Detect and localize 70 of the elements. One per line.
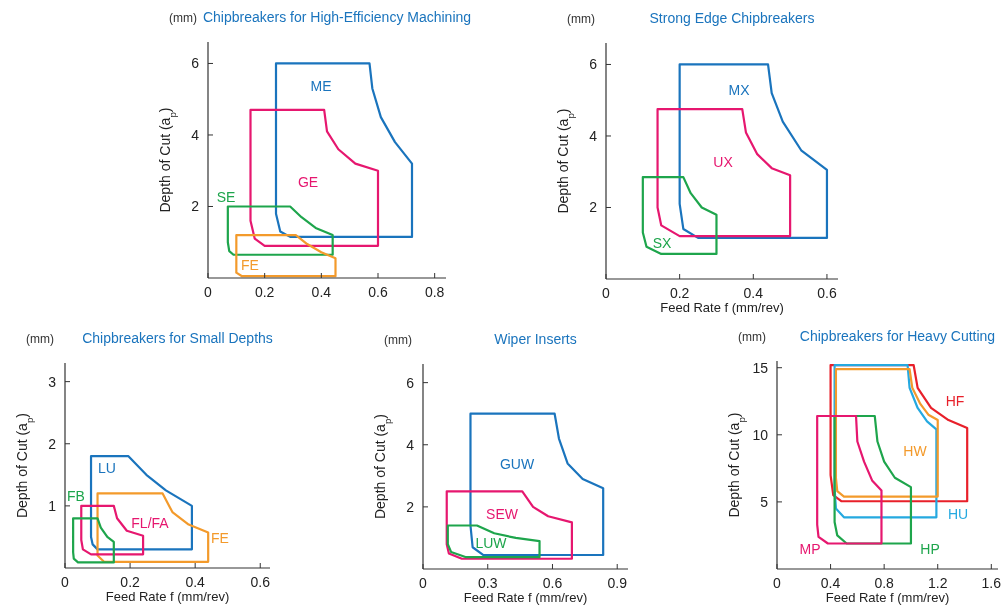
x-tick-label: 0: [602, 285, 611, 301]
series-label: MP: [799, 540, 821, 557]
series-label: SEW: [486, 505, 519, 522]
y-tick-label: 2: [589, 199, 598, 216]
chart-title: Chipbreakers for High-Efficiency Machining: [202, 9, 472, 25]
series-label: HF: [945, 392, 965, 409]
series-label: HP: [920, 540, 940, 557]
y-tick-label: 6: [406, 374, 415, 391]
series-label: HU: [947, 505, 969, 522]
series-label: SE: [216, 188, 236, 205]
series-label: LUW: [475, 534, 508, 551]
text: GE: [297, 173, 319, 190]
series-label: FE: [241, 256, 259, 273]
y-tick-label: 2: [191, 198, 200, 215]
x-axis-title: Feed Rate f (mm/rev): [660, 300, 784, 315]
series-label: SX: [652, 234, 672, 251]
y-tick-label: 4: [589, 127, 598, 144]
text: (mm): [169, 11, 197, 25]
x-tick-label: 1.6: [981, 575, 1002, 591]
series-label: LU: [98, 459, 116, 476]
text: GUW: [499, 455, 535, 472]
x-tick-label: 0.8: [424, 284, 445, 300]
chart-title: Wiper Inserts: [494, 331, 577, 347]
x-tick-label: 0: [419, 575, 428, 591]
x-axis-title: Feed Rate f (mm/rev): [825, 590, 950, 605]
text: (mm): [26, 332, 54, 346]
x-tick-label: 0.6: [542, 575, 563, 591]
x-tick-label: 0.2: [120, 574, 141, 590]
x-tick-label: 0.8: [874, 575, 895, 591]
y-tick-label: 5: [760, 493, 769, 510]
y-tick-label: 2: [48, 435, 57, 452]
x-tick-label: 0.4: [311, 284, 332, 300]
text: (mm): [738, 330, 766, 344]
series-label: ME: [310, 77, 332, 94]
series-label: UX: [713, 153, 734, 170]
series-label: MX: [728, 81, 751, 98]
series-label: FE: [211, 529, 229, 546]
x-tick-label: 0.9: [607, 575, 628, 591]
chart-title: Strong Edge Chipbreakers: [649, 10, 815, 26]
x-tick-label: 0.6: [817, 285, 837, 301]
x-tick-label: 0: [61, 574, 70, 590]
x-axis-title: Feed Rate f (mm/rev): [105, 589, 230, 604]
series-label: HW: [903, 442, 928, 459]
series-label: FB: [67, 487, 85, 504]
x-tick-label: 0: [773, 575, 782, 591]
x-tick-label: 0.6: [250, 574, 271, 590]
x-tick-label: 0.2: [254, 284, 275, 300]
x-tick-label: 0.2: [669, 285, 690, 301]
text: (mm): [567, 12, 595, 26]
y-tick-label: 6: [589, 56, 598, 73]
chart-title: Chipbreakers for Small Depths: [82, 330, 273, 346]
x-tick-label: 0.3: [478, 575, 498, 591]
y-tick-label: 3: [48, 373, 57, 390]
x-tick-label: 0.4: [743, 285, 764, 301]
x-tick-label: 0: [204, 284, 213, 300]
text: (mm): [384, 333, 412, 347]
y-tick-label: 6: [191, 55, 200, 72]
x-tick-label: 0.4: [185, 574, 206, 590]
y-tick-label: 4: [406, 436, 415, 453]
chart-title: Chipbreakers for Heavy Cutting: [799, 328, 996, 344]
y-tick-label: 15: [752, 359, 769, 376]
y-tick-label: 1: [48, 497, 57, 514]
y-tick-label: 10: [752, 426, 769, 443]
y-tick-label: 2: [406, 498, 415, 515]
x-axis-title: Feed Rate f (mm/rev): [463, 590, 588, 605]
y-tick-label: 4: [191, 126, 200, 143]
series-label: FL/FA: [131, 514, 170, 531]
x-tick-label: 0.6: [368, 284, 388, 300]
x-tick-label: 0.4: [820, 575, 841, 591]
x-tick-label: 1.2: [927, 575, 948, 591]
